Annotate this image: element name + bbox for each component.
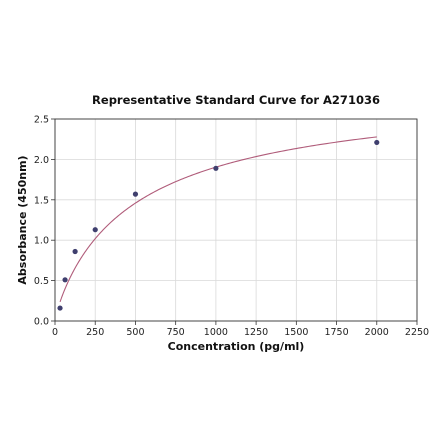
x-axis-label: Concentration (pg/ml): [168, 340, 305, 353]
x-tick-label: 1000: [204, 327, 228, 338]
x-tick-label: 2250: [405, 327, 429, 338]
data-point: [92, 227, 98, 233]
data-points: [57, 139, 380, 311]
plot-frame: [54, 118, 418, 322]
y-tick-label: 1.5: [34, 195, 49, 206]
x-tick-label: 0: [52, 327, 58, 338]
x-tick-label: 1250: [244, 327, 268, 338]
data-point: [72, 248, 78, 255]
x-tick-label: 1750: [324, 327, 348, 338]
x-tick-label: 2000: [365, 327, 389, 338]
data-point: [374, 139, 380, 146]
grid: [54, 118, 418, 322]
y-tick-label: 0.5: [34, 276, 49, 287]
chart-title: Representative Standard Curve for A27103…: [92, 93, 380, 107]
y-tick-label: 1.0: [34, 236, 49, 247]
data-point: [57, 305, 63, 311]
y-axis-label: Absorbance (450nm): [16, 155, 29, 284]
fit-curve: [59, 136, 377, 303]
data-point: [213, 165, 219, 171]
x-tick-label: 500: [126, 327, 144, 338]
y-tick-label: 2.0: [34, 155, 49, 166]
x-ticks: 0 250 500 750 1000 1250 1500 1750 2000 2250: [52, 321, 429, 338]
x-tick-label: 1500: [284, 327, 308, 338]
y-tick-label: 2.5: [34, 115, 49, 126]
data-point: [132, 191, 139, 197]
y-ticks: 0.0 0.5 1.0 1.5 2.0 2.5: [34, 115, 55, 328]
y-tick-label: 0.0: [34, 317, 49, 328]
x-tick-label: 250: [86, 327, 104, 338]
x-tick-label: 750: [167, 327, 185, 338]
data-point: [62, 277, 68, 283]
